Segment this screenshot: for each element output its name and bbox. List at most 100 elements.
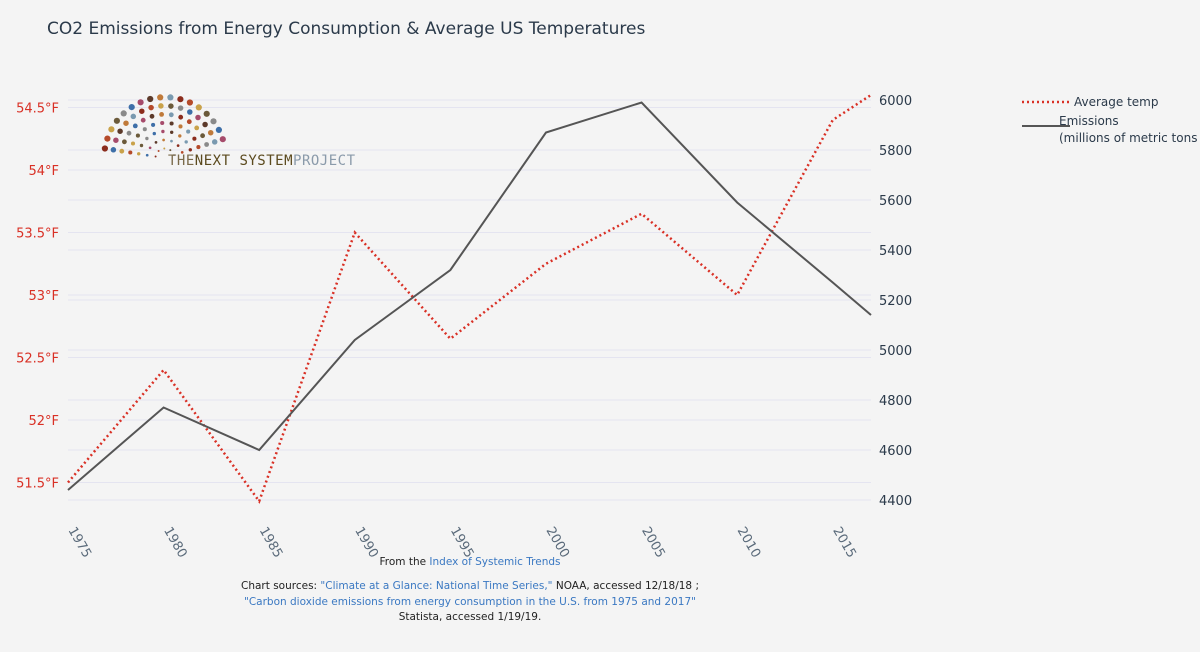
logo-dot — [210, 118, 217, 125]
logo-dot — [154, 141, 158, 144]
logo-dot — [135, 133, 140, 138]
logo-dot — [200, 133, 206, 139]
sources-prefix: Chart sources: — [241, 580, 321, 592]
legend[interactable]: Average temp Emissions (millions of metr… — [1022, 95, 1197, 145]
logo-dot — [163, 147, 166, 150]
y-left-tick-label: 52.5°F — [16, 352, 59, 367]
logo-dot — [207, 129, 214, 136]
logo-dot — [168, 103, 174, 109]
logo-dot — [126, 130, 132, 136]
logo-dot — [157, 150, 160, 152]
logo-text-next-system: NEXT SYSTEM — [195, 153, 293, 169]
logo-dot — [147, 95, 154, 103]
logo-dot — [152, 131, 156, 136]
logo-dot — [128, 104, 135, 111]
logo-dot — [204, 142, 210, 147]
y-right-tick-label: 6000 — [879, 94, 912, 109]
logo-dot — [148, 146, 152, 150]
y-right-tick-label: 5200 — [879, 294, 912, 309]
logo-dot — [186, 119, 192, 125]
logo-dot — [188, 148, 192, 152]
logo-dot — [167, 94, 174, 101]
logo-dot — [219, 136, 226, 143]
logo-dot — [113, 117, 120, 124]
footer-sources-line1: Chart sources: "Climate at a Glance: Nat… — [0, 580, 940, 592]
y-left-tick-label: 54.5°F — [16, 102, 59, 117]
logo-dot — [151, 122, 156, 127]
logo-text-project: PROJECT — [293, 153, 356, 169]
y-right-tick-label: 5800 — [879, 144, 912, 159]
statista-source-suffix: Statista, accessed 1/19/19. — [398, 611, 542, 623]
svg-text:THENEXT SYSTEMPROJECT: THENEXT SYSTEMPROJECT — [168, 153, 356, 169]
legend-label-emissions: Emissions — [1059, 114, 1119, 128]
logo-dot — [122, 139, 127, 145]
logo-dot — [160, 120, 165, 126]
statista-source-link[interactable]: "Carbon dioxide emissions from energy co… — [244, 596, 696, 608]
logo-dot — [187, 109, 193, 115]
y-left-tick-label: 53.5°F — [16, 227, 59, 242]
logo-dot — [120, 110, 127, 117]
chart-title: CO2 Emissions from Energy Consumption & … — [47, 19, 645, 39]
logo-dot — [104, 135, 111, 142]
logo-dot — [169, 121, 174, 126]
y-right-tick-label: 4400 — [879, 494, 912, 509]
series-lines — [67, 93, 872, 504]
logo-dot — [154, 155, 157, 158]
noaa-source-link[interactable]: "Climate at a Glance: National Time Seri… — [320, 580, 553, 592]
logo-dot — [186, 129, 191, 134]
logo-dot — [195, 114, 201, 121]
logo-dot — [117, 128, 123, 134]
footer-from-prefix: From the — [379, 556, 430, 568]
logo-dot — [202, 121, 208, 128]
logo-dot — [178, 134, 182, 138]
logo-dot — [137, 99, 144, 106]
y-left-tick-label: 54°F — [28, 164, 59, 179]
logo-dot — [145, 136, 149, 141]
logo-dot — [195, 104, 202, 111]
index-of-systemic-trends-link[interactable]: Index of Systemic Trends — [429, 556, 561, 568]
logo-dot — [142, 127, 147, 132]
logo-dot — [211, 139, 218, 145]
logo-dot — [178, 114, 184, 120]
logo-dot — [149, 113, 155, 119]
logo-dot — [170, 130, 174, 134]
gridlines — [68, 99, 871, 501]
logo-dot — [159, 112, 165, 117]
logo-dot — [101, 145, 108, 152]
logo-dot — [178, 124, 183, 129]
logo-dot — [123, 120, 129, 126]
logo-dot — [168, 112, 174, 118]
logo-dot — [170, 139, 173, 143]
footer-from: From the Index of Systemic Trends — [0, 556, 940, 568]
logo-dot — [173, 154, 175, 157]
y-left-tick-label: 53°F — [28, 289, 59, 304]
logo-text-the: THE — [168, 153, 195, 169]
logo-dot — [139, 108, 145, 114]
logo-dot — [180, 151, 184, 154]
logo-dot — [184, 140, 188, 144]
logo-dot — [130, 113, 137, 120]
logo-dot — [169, 149, 172, 152]
logo-dot — [215, 126, 222, 133]
logo-dot — [108, 126, 115, 133]
logo-dot — [148, 104, 154, 111]
logo-dot — [132, 123, 138, 129]
logo-dot — [130, 141, 136, 146]
y-right-tick-label: 4800 — [879, 394, 912, 409]
logo-dot — [137, 152, 141, 156]
logo-dot — [186, 99, 193, 106]
y-left-tick-label: 52°F — [28, 414, 59, 429]
noaa-source-suffix: NOAA, accessed 12/18/18 ; — [552, 580, 699, 592]
legend-label-average-temp: Average temp — [1074, 95, 1159, 109]
logo-dot — [203, 110, 210, 117]
logo-dot — [139, 143, 144, 148]
logo-dot — [176, 144, 180, 147]
footer-sources-line3: Statista, accessed 1/19/19. — [0, 611, 940, 623]
logo-dot — [162, 138, 165, 142]
series-line-emissions — [67, 101, 872, 491]
logo-dot — [177, 96, 184, 103]
logo-dot — [113, 137, 119, 143]
logo-dot — [192, 136, 197, 141]
y-right-tick-label: 5000 — [879, 344, 912, 359]
